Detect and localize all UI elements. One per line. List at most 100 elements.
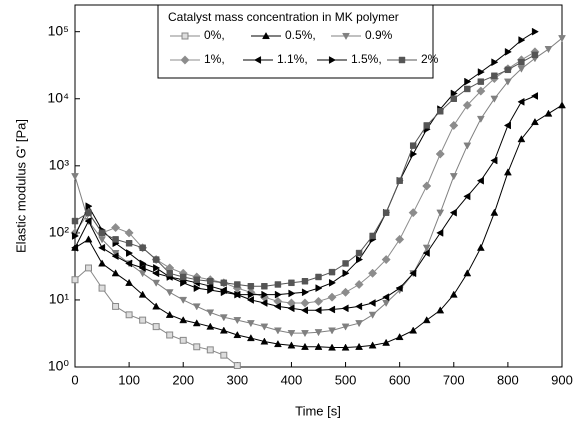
data-point [327,292,337,302]
data-point [382,338,391,346]
legend-title: Catalyst mass concentration in MK polyme… [168,10,399,24]
data-point [531,27,539,36]
x-tick-label: 800 [497,372,519,387]
data-point [449,173,458,181]
data-point [84,217,92,225]
x-tick-label: 900 [551,372,573,387]
legend-marker [398,56,406,64]
y-tick-label: 10⁰ [48,358,70,374]
data-point [233,317,242,325]
legend-marker [253,56,262,64]
data-point [71,276,79,284]
data-point [328,327,336,335]
data-point [517,135,526,143]
data-point [368,268,378,278]
data-point [436,228,444,237]
data-point [192,303,201,311]
data-point [422,316,431,324]
data-point [315,273,322,281]
data-point [476,86,486,96]
data-point [152,302,161,310]
data-point [180,278,188,287]
data-point [490,156,498,165]
data-point [395,234,405,244]
data-point [436,209,445,217]
data-point [504,47,512,56]
y-tick-label: 10² [49,224,70,240]
data-point [179,273,187,281]
data-point [464,85,471,93]
data-point [85,264,93,272]
data-point [193,276,200,283]
data-point [476,115,485,123]
data-point [220,351,228,359]
data-point [395,284,403,293]
data-point [369,232,376,240]
data-point [124,228,134,238]
data-point [246,296,254,304]
data-point [260,323,269,331]
data-point [463,269,472,277]
legend-marker [342,32,350,41]
data-point [207,286,215,295]
data-point [152,256,160,263]
data-point [313,296,324,306]
data-point [477,68,485,76]
data-point [165,289,174,297]
data-point [301,342,309,350]
data-point [85,209,92,216]
data-point [126,249,134,257]
x-tick-label: 400 [281,372,303,387]
data-point [368,341,377,349]
y-tick-label: 10³ [49,157,70,173]
data-point [314,342,323,350]
data-point [70,243,79,252]
data-point [261,283,268,290]
data-point [503,168,512,176]
data-point [341,343,350,351]
data-point [435,149,445,159]
data-point [409,142,417,149]
data-point [382,209,390,216]
data-point [166,331,174,339]
data-point [491,72,498,80]
legend-marker [181,32,189,40]
data-point [139,316,147,324]
data-point [287,341,296,349]
legend-label: 0%, [204,28,225,42]
legend-label: 1.1%, [277,52,308,66]
data-point [531,117,539,126]
data-point [98,243,106,252]
x-tick-label: 500 [335,372,357,387]
legend-label: 1.5%, [351,52,382,66]
data-point [409,326,418,334]
data-point [233,362,241,370]
data-point [98,229,106,237]
data-point [382,293,390,302]
x-tick-label: 100 [118,372,140,387]
data-point [463,192,471,201]
data-point [260,299,268,307]
data-point [300,306,309,315]
data-point [125,240,133,247]
data-point [504,66,512,74]
data-point [273,302,281,311]
data-point [355,249,363,257]
data-point [356,255,364,264]
data-point [301,330,309,338]
data-point [409,269,417,278]
data-point [355,302,363,311]
x-tick-label: 600 [389,372,411,387]
data-point [152,323,160,331]
data-point [449,290,458,298]
data-point [207,278,214,285]
data-point [261,290,269,299]
data-point [206,322,215,330]
data-point [301,288,309,297]
data-point [71,232,80,240]
data-point [233,330,242,339]
data-point [166,270,173,277]
y-tick-label: 10⁵ [48,22,69,38]
data-point [274,290,282,299]
